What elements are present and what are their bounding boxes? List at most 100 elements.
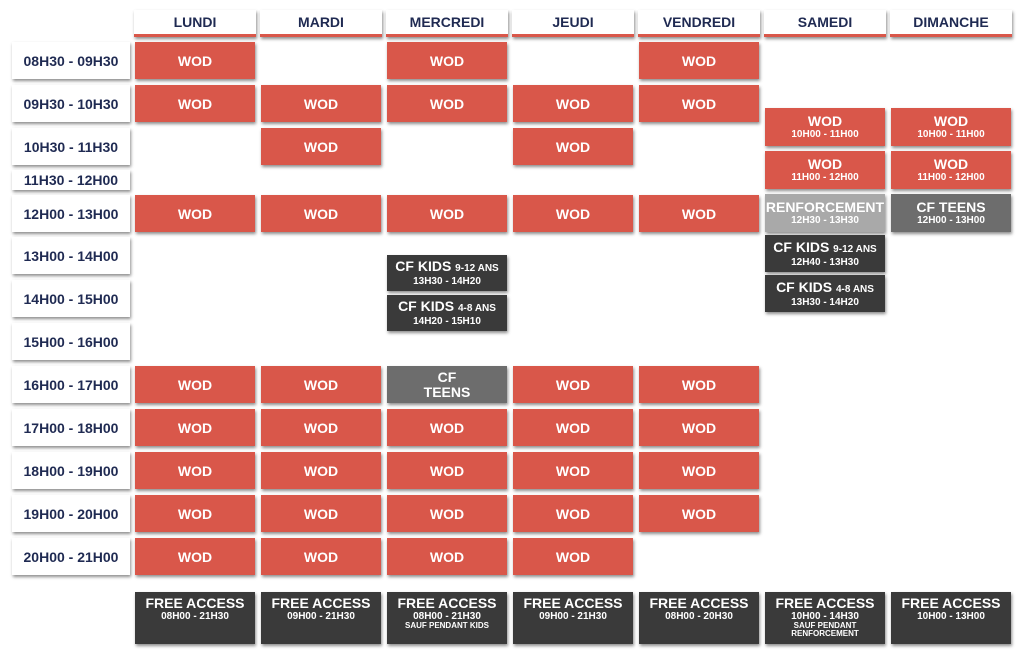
free-access-vendredi[interactable]: FREE ACCESS 08H00 - 20H30 <box>639 592 759 644</box>
wod-session[interactable]: WOD <box>135 42 255 79</box>
free-access-time: 08H00 - 21H30 <box>413 611 481 622</box>
cf-kids-4-8-session[interactable]: CF KIDS 4-8 ANS 14H20 - 15H10 <box>387 295 507 331</box>
wod-session[interactable]: WOD <box>513 195 633 232</box>
time-label: 16H00 - 17H00 <box>23 376 119 393</box>
free-access-mardi[interactable]: FREE ACCESS 09H00 - 21H30 <box>261 592 381 644</box>
wod-session[interactable]: WOD <box>261 495 381 532</box>
free-access-lundi[interactable]: FREE ACCESS 08H00 - 21H30 <box>135 592 255 644</box>
day-header-vendredi: VENDREDI <box>638 10 760 37</box>
wod-session[interactable]: WOD <box>387 538 507 575</box>
time-slot-label: 14H00 - 15H00 <box>12 280 130 317</box>
wod-session[interactable]: WOD <box>639 366 759 403</box>
wod-session[interactable]: WOD <box>639 495 759 532</box>
time-label: 14H00 - 15H00 <box>23 290 119 307</box>
wod-session[interactable]: WOD <box>387 495 507 532</box>
wod-session[interactable]: WOD <box>135 538 255 575</box>
time-label: 09H30 - 10H30 <box>23 95 119 112</box>
free-access-time: 09H00 - 21H30 <box>539 611 607 622</box>
session-label: WOD <box>177 462 213 479</box>
session-time: 12H30 - 13H30 <box>791 215 859 226</box>
cf-kids-4-8-session-samedi[interactable]: CF KIDS 4-8 ANS 13H30 - 14H20 <box>765 275 885 312</box>
wod-session[interactable]: WOD <box>387 195 507 232</box>
wod-session[interactable]: WOD <box>513 538 633 575</box>
day-header-samedi: SAMEDI <box>764 10 886 37</box>
time-label: 15H00 - 16H00 <box>23 333 119 350</box>
session-label: WOD <box>555 462 591 479</box>
free-access-mercredi[interactable]: FREE ACCESS 08H00 - 21H30 SAUF PENDANT K… <box>387 592 507 644</box>
session-label: WOD <box>177 419 213 436</box>
wod-session[interactable]: WOD <box>639 42 759 79</box>
session-time: 14H20 - 15H10 <box>413 316 481 327</box>
wod-session-dimanche-1[interactable]: WOD 10H00 - 11H00 <box>891 108 1011 146</box>
cf-kids-9-12-session-samedi[interactable]: CF KIDS 9-12 ANS 12H40 - 13H30 <box>765 235 885 272</box>
wod-session[interactable]: WOD <box>135 366 255 403</box>
day-header-mardi: MARDI <box>260 10 382 37</box>
wod-session[interactable]: WOD <box>639 409 759 446</box>
time-slot-label: 11H30 - 12H00 <box>12 170 130 190</box>
session-label: WOD <box>807 113 843 129</box>
time-slot-label: 17H00 - 18H00 <box>12 409 130 446</box>
session-time: 11H00 - 12H00 <box>917 172 985 183</box>
wod-session[interactable]: WOD <box>513 85 633 122</box>
wod-session[interactable]: WOD <box>387 42 507 79</box>
free-access-jeudi[interactable]: FREE ACCESS 09H00 - 21H30 <box>513 592 633 644</box>
wod-session[interactable]: WOD <box>135 452 255 489</box>
time-slot-label: 10H30 - 11H30 <box>12 128 130 165</box>
session-time: 12H40 - 13H30 <box>791 256 859 268</box>
wod-session[interactable]: WOD <box>261 452 381 489</box>
wod-session[interactable]: WOD <box>513 452 633 489</box>
session-label: WOD <box>807 156 843 172</box>
wod-session[interactable]: WOD <box>135 85 255 122</box>
wod-session[interactable]: WOD <box>639 195 759 232</box>
wod-session[interactable]: WOD <box>639 452 759 489</box>
wod-session[interactable]: WOD <box>387 409 507 446</box>
wod-session[interactable]: WOD <box>261 128 381 165</box>
session-time: 13H30 - 14H20 <box>413 276 481 287</box>
time-label: 20H00 - 21H00 <box>23 548 119 565</box>
time-label: 13H00 - 14H00 <box>23 247 119 264</box>
session-title: CF KIDS 9-12 ANS <box>395 259 498 276</box>
wod-session[interactable]: WOD <box>135 495 255 532</box>
session-label: WOD <box>933 156 969 172</box>
time-slot-label: 18H00 - 19H00 <box>12 452 130 489</box>
session-label: WOD <box>429 52 465 69</box>
wod-session-samedi-2[interactable]: WOD 11H00 - 12H00 <box>765 151 885 189</box>
age-range: 9-12 ANS <box>455 263 499 274</box>
wod-session-samedi-1[interactable]: WOD 10H00 - 11H00 <box>765 108 885 146</box>
session-label: WOD <box>429 205 465 222</box>
cf-teens-session[interactable]: CF TEENS <box>387 366 507 403</box>
age-range: 4-8 ANS <box>835 283 874 295</box>
wod-session[interactable]: WOD <box>135 409 255 446</box>
wod-session[interactable]: WOD <box>135 195 255 232</box>
session-label: WOD <box>177 95 213 112</box>
day-label: SAMEDI <box>797 14 853 30</box>
wod-session[interactable]: WOD <box>513 495 633 532</box>
wod-session[interactable]: WOD <box>261 366 381 403</box>
wod-session[interactable]: WOD <box>639 85 759 122</box>
free-access-dimanche[interactable]: FREE ACCESS 10H00 - 13H00 <box>891 592 1011 644</box>
wod-session[interactable]: WOD <box>261 195 381 232</box>
wod-session[interactable]: WOD <box>261 538 381 575</box>
free-access-label: FREE ACCESS <box>901 595 1001 611</box>
time-label: 12H00 - 13H00 <box>23 205 119 222</box>
wod-session[interactable]: WOD <box>387 452 507 489</box>
wod-session[interactable]: WOD <box>261 85 381 122</box>
session-label: WOD <box>177 376 213 393</box>
time-slot-label: 08H30 - 09H30 <box>12 42 130 79</box>
wod-session-dimanche-2[interactable]: WOD 11H00 - 12H00 <box>891 151 1011 189</box>
session-label: WOD <box>681 95 717 112</box>
wod-session[interactable]: WOD <box>513 366 633 403</box>
renforcement-session[interactable]: RENFORCEMENT 12H30 - 13H30 <box>765 194 885 232</box>
wod-session[interactable]: WOD <box>261 409 381 446</box>
free-access-label: FREE ACCESS <box>145 595 245 611</box>
free-access-samedi[interactable]: FREE ACCESS 10H00 - 14H30 SAUF PENDANT R… <box>765 592 885 644</box>
cf-kids-9-12-session[interactable]: CF KIDS 9-12 ANS 13H30 - 14H20 <box>387 255 507 291</box>
wod-session[interactable]: WOD <box>387 85 507 122</box>
session-label: WOD <box>177 548 213 565</box>
session-label: WOD <box>555 138 591 155</box>
free-access-label: FREE ACCESS <box>523 595 623 611</box>
wod-session[interactable]: WOD <box>513 409 633 446</box>
wod-session[interactable]: WOD <box>513 128 633 165</box>
time-label: 19H00 - 20H00 <box>23 505 119 522</box>
cf-teens-session-dimanche[interactable]: CF TEENS 12H00 - 13H00 <box>891 194 1011 232</box>
